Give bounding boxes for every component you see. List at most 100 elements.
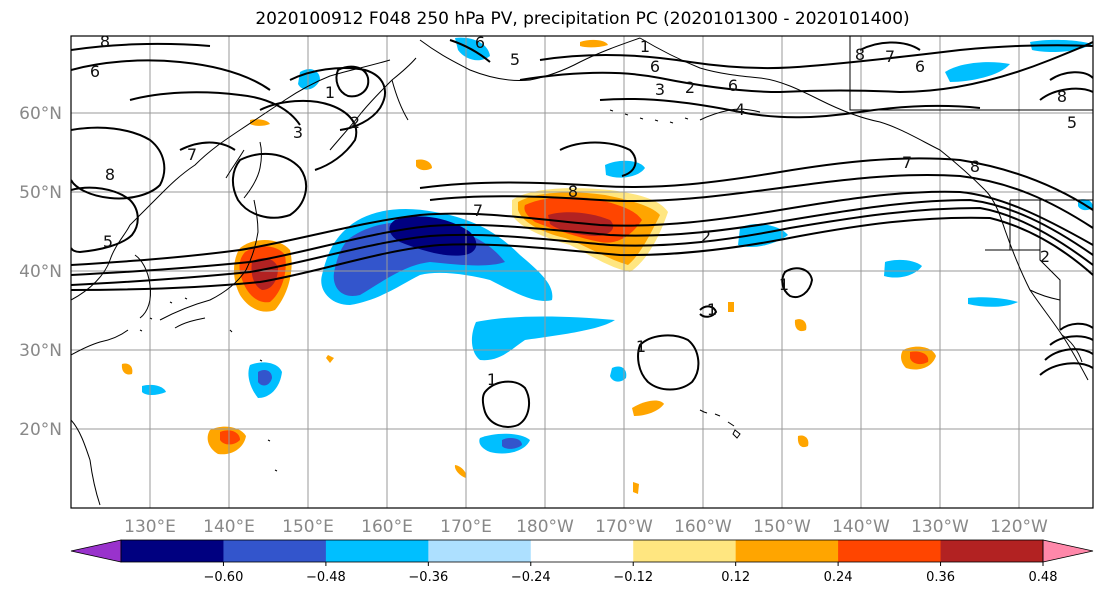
pv-contour-label: 6 [650, 57, 660, 76]
precip-blob-positive-9 [220, 430, 240, 445]
precip-blob-negative-5 [884, 259, 922, 278]
pv-contour-label: 1 [636, 337, 646, 356]
pv-contour-label: 1 [779, 275, 789, 294]
pv-contour-label: 7 [187, 145, 197, 164]
pv-contour-label: 1 [325, 83, 335, 102]
precip-blob-positive-22 [728, 302, 734, 312]
lat-label-40n: 40°N [19, 262, 62, 282]
precip-blob-negative-11 [945, 62, 1010, 82]
latitude-labels: 60°N 50°N 40°N 30°N 20°N [19, 104, 62, 440]
pv-contour-label: 6 [90, 62, 100, 81]
pv-contour-label: 1 [640, 37, 650, 56]
pv-contour-label: 7 [885, 47, 895, 66]
colorbar-frame [120, 539, 1044, 563]
colorbar-ticks: −0.60 −0.48 −0.36 −0.24 −0.12 0.12 0.24 0.36 0.4… [204, 562, 1058, 585]
precip-blob-positive-12 [632, 400, 664, 416]
colorbar-extend-high [1042, 539, 1094, 563]
pv-contour-label: 6 [915, 57, 925, 76]
colorbar-tick-label: −0.24 [511, 570, 551, 585]
lon-label-120w: 120°W [990, 517, 1048, 537]
lon-label-180w: 180°W [516, 517, 574, 537]
pv-contour-label: 2 [701, 227, 711, 246]
lon-label-140e: 140°E [203, 517, 255, 537]
pv-contour-label: 5 [1067, 113, 1077, 132]
pv-contour-label: 1 [707, 300, 717, 319]
precip-blob-positive-19 [250, 119, 270, 126]
pv-contour-label: 3 [655, 80, 665, 99]
colorbar-segment [325, 540, 429, 562]
pv-contour-label: 8 [970, 157, 980, 176]
pv-contour-label: 8 [105, 165, 115, 184]
pv-contour-label: 8 [1057, 87, 1067, 106]
colorbar-tick-label: 0.12 [721, 570, 750, 585]
pv-contour-label: 2 [685, 78, 695, 97]
colorbar-segment [223, 540, 327, 562]
colorbar-tick-label: −0.60 [204, 570, 244, 585]
coastlines [71, 36, 1093, 506]
lat-label-20n: 20°N [19, 420, 62, 440]
precip-blob-positive-17 [454, 465, 467, 478]
colorbar-segment [530, 540, 634, 562]
figure-title: 2020100912 F048 250 hPa PV, precipitatio… [255, 9, 910, 29]
colorbar-segment [428, 540, 532, 562]
precip-blob-positive-13 [580, 39, 608, 48]
precip-blob-positive-21 [633, 482, 639, 494]
colorbar-tick-label: −0.48 [306, 570, 346, 585]
pv-contour-label: 2 [350, 113, 360, 132]
precip-blob-positive-14 [794, 319, 807, 332]
colorbar-segment [121, 540, 224, 562]
map-frame [70, 35, 1094, 509]
colorbar-segment [940, 540, 1044, 562]
lon-label-160e: 160°E [361, 517, 413, 537]
lon-label-170e: 170°E [440, 517, 492, 537]
precip-blob-positive-20 [326, 355, 334, 363]
colorbar [70, 539, 1094, 563]
pv-contour-label: 6 [475, 33, 485, 52]
lon-label-170w: 170°W [595, 517, 653, 537]
precip-blob-negative-15 [968, 297, 1018, 307]
colorbar-tick-label: 0.48 [1029, 570, 1058, 585]
pv-contour-label: 7 [473, 201, 483, 220]
pv-contour-label: 4 [735, 100, 745, 119]
lon-label-130e: 130°E [124, 517, 176, 537]
precip-blob-negative-16 [610, 366, 627, 382]
lat-label-60n: 60°N [19, 104, 62, 124]
precip-blob-negative-8 [258, 370, 272, 386]
pv-contour-label: 3 [293, 123, 303, 142]
precip-blob-positive-11 [910, 351, 929, 365]
precip-blob-negative-17 [142, 384, 166, 395]
colorbar-extend-low [70, 539, 122, 563]
pv-contour-label: 8 [855, 45, 865, 64]
precip-blob-positive-15 [797, 435, 809, 448]
colorbar-tick-label: −0.12 [613, 570, 653, 585]
pv-contour-label: 7 [902, 153, 912, 172]
colorbar-tick-label: 0.36 [926, 570, 955, 585]
precip-blob-positive-16 [121, 363, 133, 375]
lat-lon-grid [71, 36, 1093, 508]
lat-label-50n: 50°N [19, 183, 62, 203]
precip-blob-positive-18 [416, 159, 432, 171]
colorbar-segment [838, 540, 942, 562]
lat-label-30n: 30°N [19, 341, 62, 361]
colorbar-tick-label: −0.36 [408, 570, 448, 585]
lon-label-140w: 140°W [832, 517, 890, 537]
pv-contours [71, 39, 1093, 428]
lon-label-150e: 150°E [282, 517, 334, 537]
lon-label-160w: 160°W [674, 517, 732, 537]
pv-contour-label: 8 [100, 32, 110, 51]
precip-blob-negative-10 [502, 437, 522, 449]
pv-contour-label: 5 [103, 232, 113, 251]
longitude-labels: 130°E 140°E 150°E 160°E 170°E 180°W 170°… [124, 517, 1048, 537]
lon-label-150w: 150°W [753, 517, 811, 537]
pv-contour-label: 8 [568, 182, 578, 201]
pv-contour-label: 2 [1040, 247, 1050, 266]
colorbar-segment [633, 540, 737, 562]
precip-blob-negative-3 [471, 316, 615, 361]
colorbar-tick-label: 0.24 [824, 570, 853, 585]
pv-contour-label: 6 [728, 76, 738, 95]
colorbar-segment [735, 540, 839, 562]
lon-label-130w: 130°W [911, 517, 969, 537]
pv-contour-label: 5 [510, 50, 520, 69]
